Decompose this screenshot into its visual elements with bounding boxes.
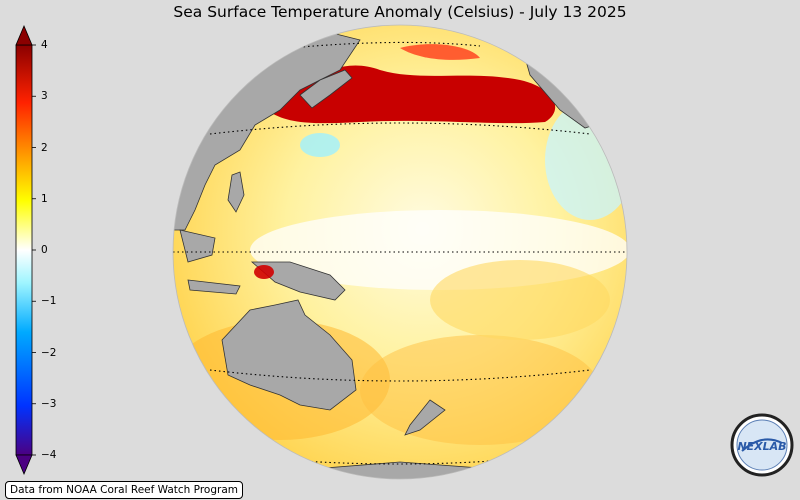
colorbar-tick-label: 1 (41, 192, 48, 205)
colorbar (15, 24, 36, 476)
colorbar-tick-label: 2 (41, 141, 48, 154)
logo-text: NEXLAB (737, 440, 786, 453)
java (187, 279, 241, 295)
colorbar-tick-label: −3 (41, 397, 57, 410)
new-guinea-hot-spot (254, 265, 274, 279)
australia (221, 299, 357, 411)
colorbar-max-arrow (15, 24, 33, 46)
colorbar-min-arrow (15, 454, 33, 476)
new-zealand (404, 399, 446, 436)
globe (172, 24, 628, 480)
japan (299, 69, 353, 109)
new-guinea (250, 261, 346, 301)
colorbar-tick-label: −1 (41, 295, 57, 308)
colorbar-tick-label: 3 (41, 90, 48, 103)
borneo (179, 229, 216, 263)
colorbar-tick-label: 4 (41, 39, 48, 51)
globe-outline (172, 24, 628, 480)
map-title: Sea Surface Temperature Anomaly (Celsius… (173, 3, 627, 21)
north-hot-fringe (400, 44, 480, 60)
central-warm-patch (430, 260, 610, 340)
small-cool-patch (300, 133, 340, 157)
south-warm-patch (360, 335, 600, 445)
colorbar-tick-label: 0 (41, 244, 48, 256)
colorbar-tick-label: −2 (41, 346, 57, 359)
nexlab-logo-icon: NEXLAB (730, 413, 794, 477)
colorbar-tick-label: −4 (41, 449, 57, 461)
philippines (227, 171, 245, 213)
colorbar-labels: 4 3 2 1 0 −1 −2 −3 −4 (0, 0, 80, 500)
data-credit: Data from NOAA Coral Reef Watch Program (5, 481, 243, 499)
